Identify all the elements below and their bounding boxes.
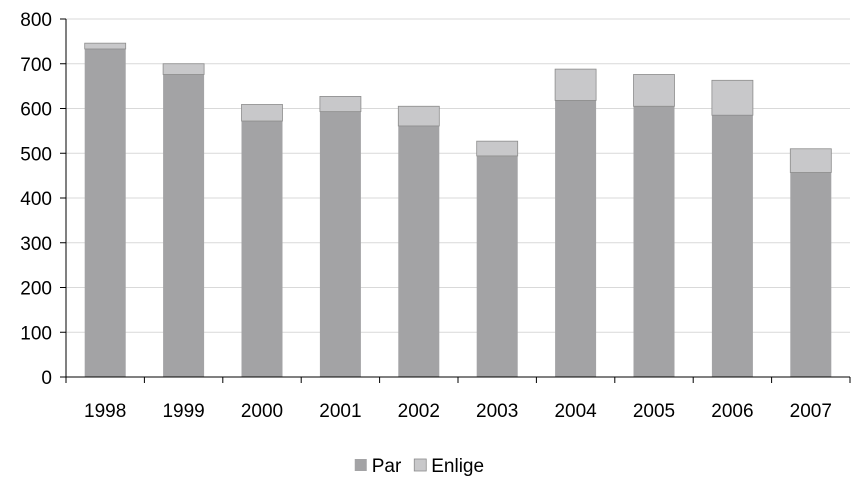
- bar-enlige-2001: [319, 96, 362, 113]
- y-tick-label: 500: [20, 144, 52, 165]
- legend-label-enlige: Enlige: [431, 456, 484, 477]
- bar-enlige-2007: [789, 148, 832, 173]
- x-tick-label: 2002: [398, 401, 440, 422]
- y-tick-label: 300: [20, 234, 52, 255]
- bar-enlige-2000: [241, 104, 283, 122]
- bar-par-1999: [163, 74, 205, 378]
- x-tick-label: 2007: [790, 401, 832, 422]
- bar-enlige-2004: [554, 68, 597, 101]
- bar-par-2003: [476, 155, 518, 377]
- legend-label-par: Par: [372, 456, 402, 477]
- x-tick-label: 2003: [476, 401, 518, 422]
- y-tick-label: 0: [41, 368, 52, 389]
- bar-enlige-2005: [633, 74, 675, 107]
- bar-par-2002: [398, 125, 440, 377]
- bar-enlige-1999: [162, 63, 205, 75]
- y-axis-tick-labels: 0 100 200 300 400 500 600 700 800: [20, 10, 52, 389]
- x-tick-label: 1999: [162, 401, 204, 422]
- bar-enlige-2002: [397, 105, 440, 127]
- bar-par-2007: [790, 172, 832, 377]
- bar-par-2006: [711, 115, 753, 378]
- bars: [84, 42, 832, 378]
- legend: Par Enlige: [354, 456, 484, 477]
- x-tick-label: 2004: [554, 401, 597, 422]
- bar-par-2005: [633, 106, 675, 377]
- y-tick-label: 800: [20, 10, 52, 31]
- y-tick-label: 400: [20, 189, 52, 210]
- x-tick-label: 2000: [241, 401, 283, 422]
- x-axis-tick-labels: 1998 1999 2000 2001 2002 2003 2004 2005 2006 2007: [84, 401, 832, 422]
- y-tick-label: 100: [20, 323, 52, 344]
- bar-enlige-2003: [476, 140, 519, 157]
- bar-par-2001: [319, 111, 361, 377]
- bar-par-1998: [84, 48, 126, 378]
- y-tick-label: 200: [20, 279, 52, 300]
- y-tick-label: 600: [20, 100, 52, 121]
- y-tick-label: 700: [20, 55, 52, 76]
- bar-par-2000: [241, 121, 283, 377]
- bar-enlige-1998: [84, 42, 127, 50]
- legend-marker-enlige: [413, 458, 427, 472]
- x-tick-label: 2005: [633, 401, 675, 422]
- x-tick-label: 1998: [84, 401, 126, 422]
- bar-par-2004: [555, 100, 597, 377]
- bar-enlige-2006: [711, 79, 754, 116]
- legend-marker-par: [354, 459, 367, 471]
- axes: [60, 18, 851, 383]
- x-tick-label: 2006: [711, 401, 753, 422]
- x-tick-label: 2001: [319, 401, 361, 422]
